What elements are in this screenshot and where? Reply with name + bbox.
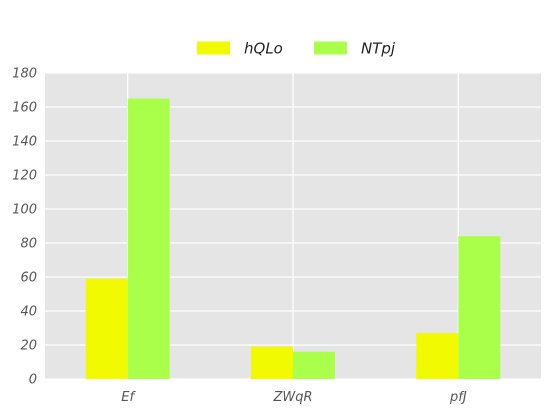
bar-NTpj-ZWqR xyxy=(293,351,335,379)
bar-hQLo-pfJ xyxy=(416,333,459,379)
y-tick-label: 100 xyxy=(12,203,37,218)
y-axis-ticks: 0 20 40 60 80 100 120 140 160 180 xyxy=(12,67,37,388)
legend-swatch xyxy=(314,41,347,55)
y-tick-label: 60 xyxy=(20,271,37,286)
bar-NTpj-Ef xyxy=(127,98,170,379)
bar-hQLo-Ef xyxy=(85,278,128,379)
y-tick-label: 140 xyxy=(12,135,37,150)
bar-NTpj-pfJ xyxy=(458,236,501,379)
y-tick-label: 20 xyxy=(20,339,37,354)
x-tick-label: ZWqR xyxy=(272,390,312,405)
legend-item-hQLo: hQLo xyxy=(197,40,283,58)
x-axis-ticks: Ef ZWqR pfJ xyxy=(121,390,467,405)
legend-swatch xyxy=(197,41,230,55)
x-tick-label: pfJ xyxy=(449,390,467,405)
y-tick-label: 40 xyxy=(20,305,37,320)
y-tick-label: 180 xyxy=(12,67,37,82)
y-tick-label: 0 xyxy=(29,373,37,388)
y-tick-label: 80 xyxy=(20,237,37,252)
legend: hQLo NTpj xyxy=(197,40,396,58)
bar-hQLo-ZWqR xyxy=(251,346,293,379)
y-tick-label: 160 xyxy=(12,101,37,116)
legend-label: hQLo xyxy=(244,40,283,58)
legend-item-NTpj: NTpj xyxy=(314,40,396,58)
y-tick-label: 120 xyxy=(12,169,37,184)
legend-label: NTpj xyxy=(361,40,396,58)
x-tick-label: Ef xyxy=(121,390,136,405)
bars xyxy=(85,98,501,379)
